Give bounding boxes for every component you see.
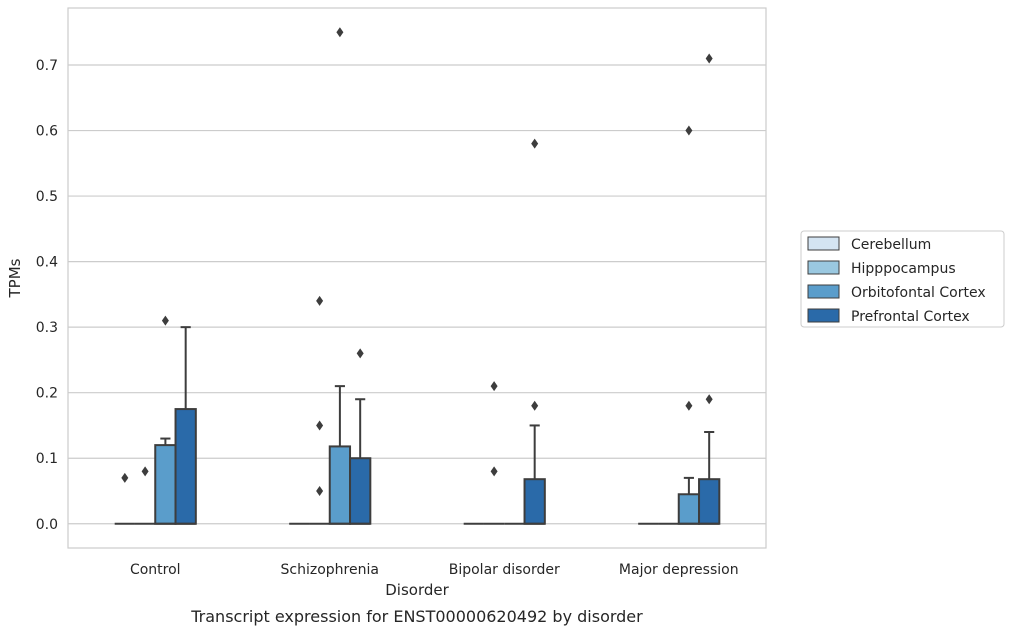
outlier-point	[705, 394, 713, 405]
legend-frame	[800, 230, 1005, 328]
outlier-point	[685, 400, 693, 411]
box-group	[638, 53, 721, 525]
y-tick-label: 0.2	[36, 386, 58, 402]
box	[523, 478, 546, 525]
outlier-point	[490, 381, 498, 392]
outlier-point	[705, 53, 713, 64]
y-tick-label: 0.4	[36, 255, 58, 271]
y-tick-label: 0.3	[36, 320, 58, 336]
box	[174, 408, 197, 525]
outlier-point	[531, 138, 539, 149]
outlier-point	[336, 27, 344, 38]
x-axis-ticks: Control Schizophrenia Bipolar disorder Majo…	[130, 562, 739, 578]
outlier-point	[316, 295, 324, 306]
outlier-point	[121, 472, 129, 483]
box-group	[463, 138, 546, 525]
outlier-point	[685, 125, 693, 136]
legend-swatch	[807, 308, 840, 323]
box-group	[289, 27, 372, 525]
outlier-point	[316, 485, 324, 496]
outlier-point	[161, 315, 169, 326]
box-group	[114, 315, 197, 525]
box	[328, 445, 352, 525]
legend-label: Hipppocampus	[851, 261, 956, 277]
y-tick-label: 0.5	[36, 189, 58, 205]
legend-label: Cerebellum	[851, 237, 931, 253]
outlier-point	[141, 466, 149, 477]
box	[698, 478, 721, 525]
chart-caption: Transcript expression for ENST0000062049…	[190, 607, 643, 626]
legend: Cerebellum Hipppocampus Orbitofontal Corte…	[800, 230, 1005, 328]
legend-item: Prefrontal Cortex	[807, 308, 970, 325]
legend-label: Prefrontal Cortex	[851, 309, 970, 325]
outlier-point	[316, 420, 324, 431]
x-tick-label: Bipolar disorder	[449, 562, 560, 578]
legend-swatch	[807, 260, 840, 275]
box-groups	[114, 27, 721, 525]
legend-label: Orbitofontal Cortex	[851, 285, 986, 301]
y-axis-ticks: 0.0 0.1 0.2 0.3 0.4 0.5 0.6 0.7	[36, 58, 58, 533]
box	[154, 444, 177, 525]
x-tick-label: Schizophrenia	[281, 562, 379, 578]
y-tick-label: 0.7	[36, 58, 58, 74]
x-tick-label: Major depression	[619, 562, 739, 578]
outlier-point	[356, 348, 364, 359]
y-tick-label: 0.0	[36, 517, 58, 533]
legend-item: Cerebellum	[807, 236, 931, 253]
y-tick-label: 0.6	[36, 124, 58, 140]
x-axis-label: Disorder	[385, 581, 449, 599]
box	[677, 493, 701, 525]
y-axis-label: TPMs	[6, 258, 24, 298]
y-tick-label: 0.1	[36, 451, 58, 467]
outlier-point	[490, 466, 498, 477]
legend-item: Hipppocampus	[807, 260, 956, 277]
box	[349, 457, 372, 525]
outlier-point	[531, 400, 539, 411]
x-tick-label: Control	[130, 562, 181, 578]
legend-item: Orbitofontal Cortex	[807, 284, 986, 301]
legend-swatch	[807, 236, 840, 251]
plot-frame	[67, 7, 767, 549]
legend-swatch	[807, 284, 840, 299]
